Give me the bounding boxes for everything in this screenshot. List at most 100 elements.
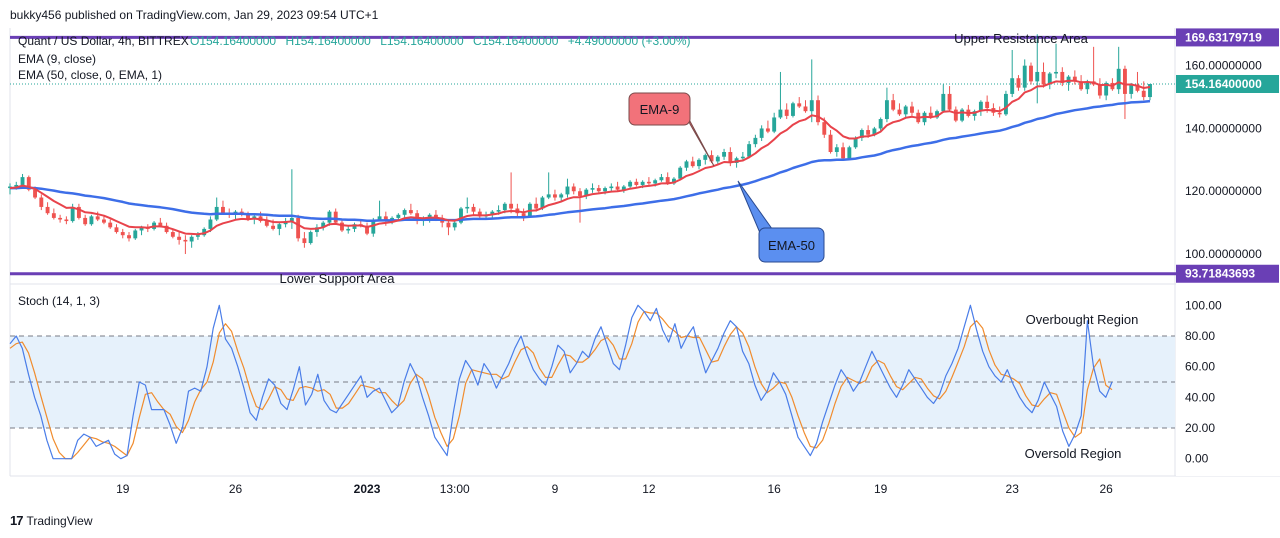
candle-body (728, 152, 733, 163)
candle-body (83, 217, 88, 225)
candle-body (953, 109, 958, 121)
support-resistance-levels (10, 35, 1280, 276)
candle-body (859, 130, 864, 138)
candle (377, 200, 382, 222)
candle-body (897, 109, 902, 115)
legend-change: +4.49000000 (+3.00%) (568, 34, 691, 48)
candle (202, 227, 207, 237)
candle (45, 202, 50, 215)
candle (521, 208, 526, 222)
candle (89, 214, 94, 226)
candle-body (1054, 71, 1058, 74)
candle-body (490, 211, 495, 215)
candle-body (603, 188, 607, 192)
candle (659, 173, 664, 182)
upper-resistance-label: Upper Resistance Area (954, 31, 1088, 46)
candle-body (684, 161, 689, 168)
candle-body (164, 225, 169, 233)
candle (910, 101, 914, 116)
candle (966, 104, 971, 118)
candle (402, 208, 407, 218)
candle (753, 134, 758, 148)
time-tick-label: 13:00 (440, 482, 470, 496)
candle (534, 197, 539, 212)
price-tick-label: 160.00000000 (1185, 59, 1262, 73)
candle-body (302, 238, 307, 244)
stoch-tick-label: 100.00 (1185, 298, 1222, 312)
candle-body (1041, 71, 1046, 85)
candle-body (947, 93, 952, 110)
last-price-label-bg (1176, 74, 1279, 93)
overbought-label: Overbought Region (1026, 312, 1139, 327)
candle (1022, 59, 1027, 91)
candle (308, 230, 313, 245)
published-by-text: bukky456 published on TradingView.com, J… (10, 8, 379, 22)
candle (221, 200, 225, 215)
candle-body (1072, 76, 1077, 82)
candle-body (853, 137, 858, 148)
candle (1129, 82, 1134, 99)
candle-body (578, 191, 582, 196)
candle (897, 103, 902, 116)
candle-body (621, 186, 626, 190)
stoch-band-fill (10, 336, 1175, 428)
candle (678, 166, 683, 181)
candle-body (195, 235, 200, 237)
candle (922, 111, 927, 126)
candle-body (1085, 81, 1090, 90)
candle (333, 208, 338, 225)
legend-ema50: EMA (50, close, 0, EMA, 1) (18, 68, 162, 82)
candle (715, 155, 720, 165)
candle-body (803, 106, 808, 112)
tradingview-logo[interactable]: 17 TradingView (10, 513, 93, 528)
time-tick-label: 19 (116, 482, 130, 496)
candle (289, 169, 294, 229)
stoch-tick-label: 40.00 (1185, 390, 1215, 404)
candle-body (408, 210, 413, 214)
candle-body (753, 137, 758, 145)
candle-body (158, 222, 163, 226)
candle-body (271, 225, 276, 229)
candle (1116, 46, 1121, 94)
candle (264, 216, 269, 228)
candle-body (521, 213, 526, 217)
candle-body (471, 206, 476, 212)
candle-body (327, 211, 332, 223)
candle (189, 235, 194, 248)
candle-body (978, 101, 983, 112)
candle-body (95, 216, 100, 220)
candle-body (834, 147, 839, 152)
candle-body (634, 181, 639, 185)
candle-body (296, 217, 301, 239)
candle-body (333, 211, 338, 223)
legend-ema9: EMA (9, close) (18, 52, 96, 66)
candle-body (33, 189, 37, 198)
candle (408, 203, 413, 215)
candle-body (928, 112, 933, 118)
candle-body (941, 93, 946, 112)
candle-body (960, 109, 965, 121)
stoch-tick-label: 60.00 (1185, 360, 1215, 374)
candle (64, 216, 69, 225)
candle-body (1141, 90, 1146, 98)
price-axis[interactable] (1176, 28, 1280, 476)
candle (296, 214, 301, 242)
candle (277, 222, 282, 236)
candle-body (828, 134, 833, 152)
candle-body (985, 101, 990, 109)
candle (778, 71, 783, 120)
candle-body (1016, 78, 1021, 88)
ema50-line (10, 99, 1151, 222)
candle-body (1123, 68, 1127, 94)
candle-body (64, 219, 69, 222)
candle (646, 177, 651, 185)
candle (51, 208, 56, 220)
candle (941, 84, 946, 113)
candle-body (910, 106, 914, 113)
candle-body (759, 128, 764, 138)
candle (609, 183, 614, 192)
candle-body (672, 178, 676, 184)
candle (621, 184, 626, 193)
